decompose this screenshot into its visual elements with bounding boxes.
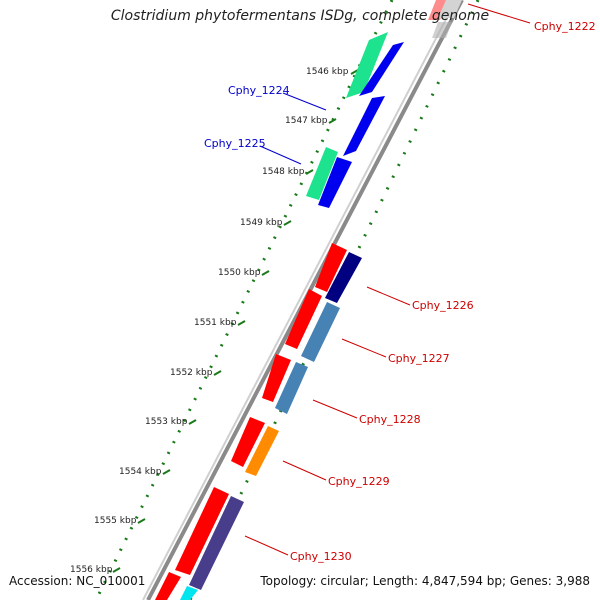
gene-cphy-1225[interactable] — [306, 147, 352, 208]
scale-label-1556: 1556 kbp — [70, 565, 113, 575]
gene-cphy-1226[interactable] — [315, 243, 362, 303]
leader-cphy-1226 — [366, 286, 411, 306]
major-tick — [213, 370, 222, 376]
gene-label-cphy-1226[interactable]: Cphy_1226 — [412, 299, 474, 312]
gene-cphy-1224[interactable] — [343, 96, 385, 156]
major-tick — [283, 220, 292, 226]
gene-cphy-1228[interactable] — [262, 354, 308, 414]
leader-cphy-1229 — [282, 460, 327, 481]
leader-cphy-1227 — [341, 338, 387, 358]
genome-backbone-highlight — [142, 0, 457, 600]
gene-cphy-1222[interactable] — [428, 0, 462, 38]
gene-label-cphy-1225[interactable]: Cphy_1225 — [204, 137, 266, 150]
leader-cphy-1222 — [467, 3, 531, 24]
leader-cphy-1224 — [282, 92, 327, 111]
scale-label-1555: 1555 kbp — [94, 516, 137, 526]
gene-label-cphy-1224[interactable]: Cphy_1224 — [228, 84, 290, 97]
major-tick — [188, 419, 197, 425]
gene-cphy-1231[interactable] — [155, 572, 198, 600]
map-title: Clostridium phytofermentans ISDg, comple… — [110, 8, 490, 24]
leader-cphy-1228 — [312, 399, 358, 419]
gene-cphy-1223[interactable] — [346, 32, 404, 98]
major-tick — [137, 518, 146, 524]
scale-label-1550: 1550 kbp — [218, 268, 261, 278]
gene-label-cphy-1230[interactable]: Cphy_1230 — [290, 550, 352, 563]
gene-label-cphy-1229[interactable]: Cphy_1229 — [328, 475, 390, 488]
gene-label-cphy-1222[interactable]: Cphy_1222 — [534, 20, 596, 33]
major-tick — [328, 118, 337, 124]
major-tick — [261, 270, 270, 276]
gene-label-cphy-1227[interactable]: Cphy_1227 — [388, 352, 450, 365]
leader-cphy-1225 — [259, 145, 302, 165]
gene-cphy-1230[interactable] — [175, 487, 244, 590]
genome-summary-text: Topology: circular; Length: 4,847,594 bp… — [260, 574, 590, 588]
scale-label-1551: 1551 kbp — [194, 318, 237, 328]
major-tick — [305, 169, 314, 175]
leader-cphy-1230 — [244, 535, 289, 556]
major-tick — [237, 320, 246, 326]
scale-label-1552: 1552 kbp — [170, 368, 213, 378]
scale-label-1546: 1546 kbp — [306, 67, 349, 77]
gene-cphy-1229[interactable] — [231, 417, 279, 476]
scale-label-1548: 1548 kbp — [262, 167, 305, 177]
scale-label-1553: 1553 kbp — [145, 417, 188, 427]
scale-label-1549: 1549 kbp — [240, 218, 283, 228]
scale-label-1554: 1554 kbp — [119, 467, 162, 477]
gene-cphy-1227[interactable] — [285, 289, 340, 362]
scale-label-1547: 1547 kbp — [285, 116, 328, 126]
major-tick — [162, 469, 171, 475]
major-tick — [350, 69, 359, 75]
gene-label-cphy-1228[interactable]: Cphy_1228 — [359, 413, 421, 426]
accession-text: Accession: NC_010001 — [9, 574, 146, 588]
major-tick — [112, 567, 121, 573]
